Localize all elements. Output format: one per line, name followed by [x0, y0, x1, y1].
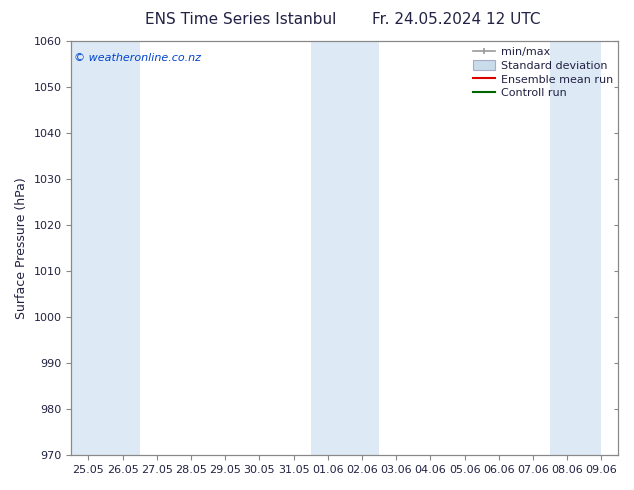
Bar: [311, 41, 379, 455]
Bar: [72, 41, 139, 455]
Text: Fr. 24.05.2024 12 UTC: Fr. 24.05.2024 12 UTC: [372, 12, 541, 27]
Text: ENS Time Series Istanbul: ENS Time Series Istanbul: [145, 12, 337, 27]
Text: © weatheronline.co.nz: © weatheronline.co.nz: [74, 53, 201, 64]
Bar: [550, 41, 602, 455]
Legend: min/max, Standard deviation, Ensemble mean run, Controll run: min/max, Standard deviation, Ensemble me…: [473, 47, 613, 98]
Y-axis label: Surface Pressure (hPa): Surface Pressure (hPa): [15, 177, 28, 319]
